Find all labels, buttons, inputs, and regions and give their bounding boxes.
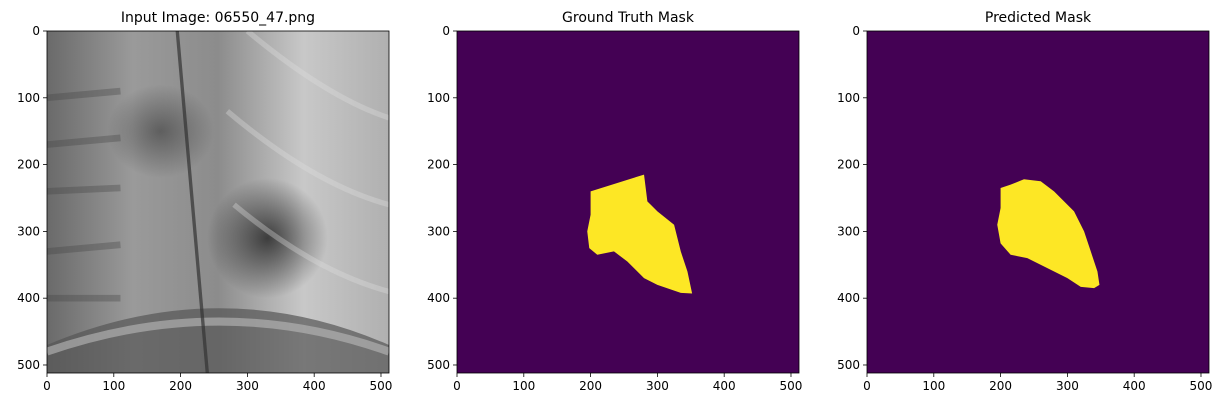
panel-title: Ground Truth Mask (562, 10, 695, 26)
x-tick-label: 300 (646, 379, 669, 393)
x-tick-label: 400 (303, 379, 326, 393)
panel-title: Predicted Mask (985, 10, 1092, 26)
panel-title: Input Image: 06550_47.png (121, 10, 315, 26)
y-tick-label: 400 (427, 291, 450, 305)
x-tick-label: 0 (43, 379, 51, 393)
x-tick-label: 200 (579, 379, 602, 393)
xray-image (47, 31, 389, 373)
y-tick-label: 200 (427, 158, 450, 172)
x-tick-label: 300 (236, 379, 259, 393)
axes-frame (46, 30, 390, 374)
x-tick-label: 200 (169, 379, 192, 393)
y-tick-label: 100 (17, 91, 40, 105)
x-tick-label: 500 (370, 379, 393, 393)
y-tick-label: 300 (427, 224, 450, 238)
x-tick-label: 500 (1190, 379, 1213, 393)
y-tick-label: 500 (427, 358, 450, 372)
y-tick-label: 500 (17, 358, 40, 372)
x-tick-label: 100 (102, 379, 125, 393)
y-tick-label: 400 (837, 291, 860, 305)
ground-truth-image (457, 31, 799, 373)
y-tick-label: 0 (852, 24, 860, 38)
x-tick-label: 400 (1123, 379, 1146, 393)
x-tick-label: 200 (989, 379, 1012, 393)
x-tick-label: 0 (863, 379, 871, 393)
x-tick-label: 0 (453, 379, 461, 393)
x-tick-label: 400 (713, 379, 736, 393)
y-tick-label: 200 (17, 158, 40, 172)
y-tick-label: 100 (837, 91, 860, 105)
x-tick-label: 100 (512, 379, 535, 393)
y-tick-label: 0 (32, 24, 40, 38)
axes-frame (456, 30, 800, 374)
y-tick-label: 200 (837, 158, 860, 172)
y-tick-label: 300 (17, 224, 40, 238)
axes-frame (866, 30, 1210, 374)
x-tick-label: 100 (922, 379, 945, 393)
predicted-image (867, 31, 1209, 373)
y-tick-label: 500 (837, 358, 860, 372)
y-tick-label: 0 (442, 24, 450, 38)
x-tick-label: 300 (1056, 379, 1079, 393)
x-tick-label: 500 (780, 379, 803, 393)
y-tick-label: 100 (427, 91, 450, 105)
y-tick-label: 400 (17, 291, 40, 305)
y-tick-label: 300 (837, 224, 860, 238)
